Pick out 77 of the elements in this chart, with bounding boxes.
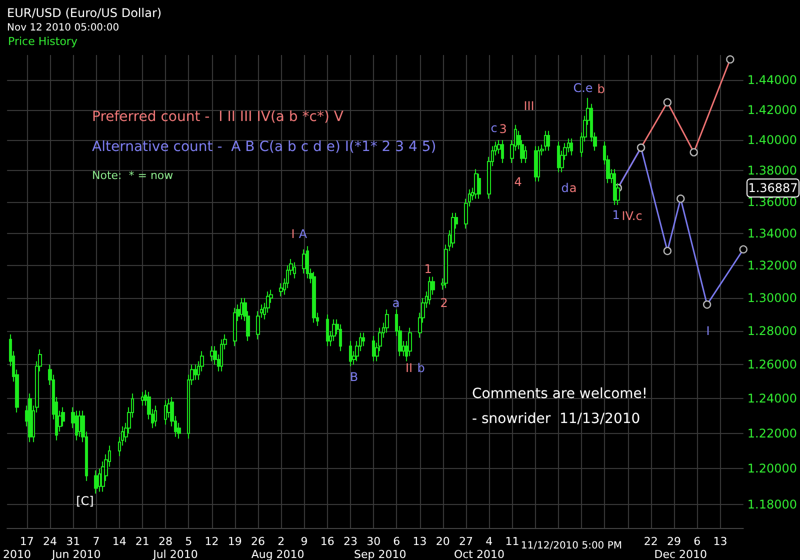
x-tick-label: 26 (251, 535, 265, 548)
x-tick-label: 9 (300, 535, 308, 548)
x-tick-label: 31 (66, 535, 80, 548)
x2-tick-label: Sep 2010 (354, 548, 406, 560)
annotation: 1 (424, 262, 432, 276)
annotation: A (298, 227, 308, 241)
x-tick-label: 6 (393, 535, 400, 548)
text: 1.36887 (748, 181, 798, 195)
y-tick-label: 1.40000 (747, 133, 797, 148)
annotation: 3 (499, 122, 507, 136)
annotation: Preferred count - I II III IV(a b *c*) V (92, 109, 344, 125)
annotation: II (405, 361, 413, 375)
annotation: 1 (612, 208, 620, 222)
x2-tick-label: Dec 2010 (654, 548, 708, 560)
x-tick-label: 6 (694, 535, 701, 548)
x-tick-label: 24 (42, 535, 57, 548)
annotation: Note: * = now (92, 169, 174, 182)
y-tick-label: 1.30000 (747, 290, 797, 305)
annotation: 2 (440, 296, 448, 310)
x-tick-label: 23 (343, 535, 358, 548)
x-tick-label: 2 (278, 535, 285, 548)
annotation: I (706, 324, 710, 338)
x2-tick-label: Aug 2010 (251, 548, 304, 560)
x2-tick-label: 2010 (2, 548, 31, 560)
x-tick-label: 27 (459, 535, 474, 548)
x-tick-label: 16 (320, 535, 334, 548)
annotation: c (490, 121, 498, 135)
y-tick-label: 1.26000 (747, 358, 797, 372)
annotation: Alternative count - A B C(a b c d e) I(*1* 2 3 4 5) (92, 139, 436, 155)
x-tick-label: 13 (412, 535, 427, 548)
y-tick-label: 1.24000 (747, 392, 797, 406)
annotation: 4 (514, 175, 522, 189)
x-tick-label: 17 (20, 535, 34, 548)
annotation: d (561, 181, 569, 195)
y-tick-label: 1.32000 (747, 258, 797, 272)
y-tick-label: 1.22000 (747, 426, 797, 440)
chart-subtitle: Nov 12 2010 05:00:00 (7, 22, 120, 34)
x2-tick-label: Jul 2010 (152, 548, 198, 560)
y-tick-label: 1.34000 (747, 226, 797, 240)
x-tick-label: 4 (486, 535, 493, 548)
annotation: C.e (573, 81, 593, 95)
chart-title: EUR/USD (Euro/US Dollar) (7, 6, 162, 20)
x-tick-label: 22 (644, 535, 658, 548)
x-tick-label: 12 (204, 535, 219, 548)
x-tick-label: 7 (92, 535, 100, 548)
y-tick-label: 1.18000 (747, 497, 797, 512)
x2-tick-label: Jun 2010 (51, 548, 101, 560)
y-tick-label: 1.38000 (747, 164, 797, 178)
annotation: b (417, 361, 425, 375)
annotation: [C] (76, 494, 94, 508)
text: 11/12/2010 5:00 PM (520, 540, 622, 552)
annotation: B (350, 370, 358, 384)
annotation: a (392, 296, 400, 310)
y-tick-label: 1.36000 (747, 194, 797, 209)
annotation: a (569, 181, 577, 195)
x-tick-label: 20 (436, 535, 450, 548)
y-tick-label: 1.20000 (747, 462, 797, 476)
x-tick-label: 21 (135, 535, 150, 548)
y-tick-label: 1.44000 (747, 73, 797, 88)
annotation: IV.c (622, 209, 642, 223)
y-tick-label: 1.42000 (747, 102, 797, 117)
x-tick-label: 14 (112, 535, 126, 548)
x-tick-label: 30 (366, 535, 381, 548)
annotation: b (597, 82, 605, 96)
x-tick-label: 11 (505, 535, 520, 548)
annotation: I (291, 227, 295, 241)
x-tick-label: 19 (228, 535, 242, 548)
x-tick-label: 28 (158, 535, 173, 548)
y-tick-label: 1.28000 (747, 324, 797, 338)
annotation: - snowrider 11/13/2010 (472, 411, 640, 427)
x2-tick-label: Oct 2010 (454, 548, 504, 560)
x-tick-label: 29 (667, 535, 682, 548)
annotation: III (524, 99, 534, 113)
x-tick-label: 13 (713, 535, 728, 548)
text: Price History (8, 35, 78, 48)
x-tick-label: 5 (185, 535, 192, 548)
annotation: Comments are welcome! (472, 386, 648, 402)
